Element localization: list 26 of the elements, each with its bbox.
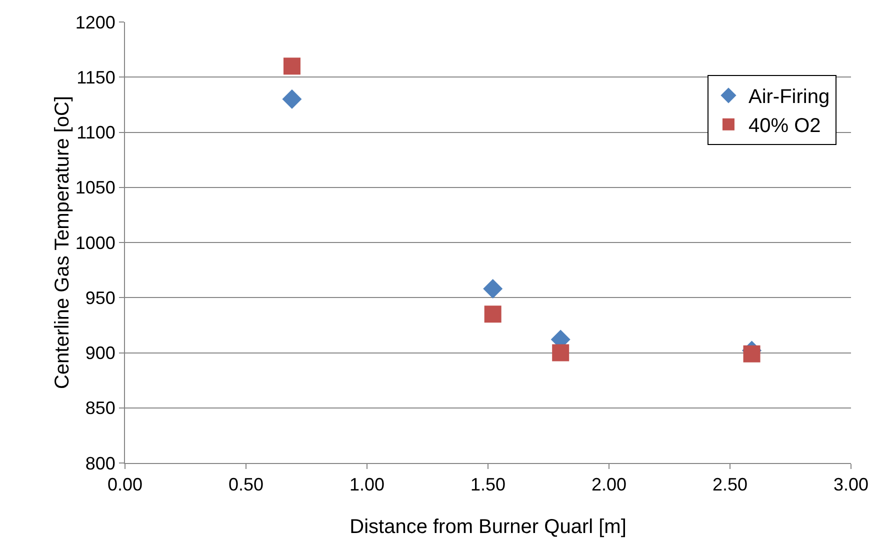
- y-tick-label: 850: [85, 398, 116, 418]
- y-tick-label: 1000: [75, 232, 116, 253]
- point: [743, 345, 760, 362]
- x-tick-label: 0.00: [107, 474, 143, 495]
- y-axis-title: Centerline Gas Temperature [oC]: [51, 96, 74, 390]
- y-tick-label: 1200: [75, 12, 116, 32]
- x-tick-label: 0.50: [228, 474, 264, 495]
- x-tick-label: 2.50: [712, 474, 748, 495]
- x-axis-title: Distance from Burner Quarl [m]: [350, 516, 626, 538]
- y-tick-label: 950: [85, 288, 116, 308]
- legend-label: Air-Firing: [748, 86, 830, 108]
- y-tick-label: 1150: [76, 67, 116, 88]
- y-tick-label: 900: [85, 343, 116, 364]
- point: [483, 279, 503, 299]
- point: [282, 89, 302, 109]
- x-tick-label: 2.00: [591, 474, 627, 495]
- x-tick-label: 1.00: [349, 474, 385, 495]
- legend-label: 40% O2: [748, 115, 821, 138]
- x-tick-label: 3.00: [833, 474, 869, 495]
- y-tick-label: 1100: [76, 122, 116, 143]
- point: [484, 306, 502, 323]
- point: [283, 58, 300, 75]
- y-tick-label: 1050: [75, 178, 116, 198]
- x-tick-label: 1.50: [470, 474, 506, 495]
- point: [552, 344, 570, 362]
- y-tick-label: 800: [85, 453, 116, 474]
